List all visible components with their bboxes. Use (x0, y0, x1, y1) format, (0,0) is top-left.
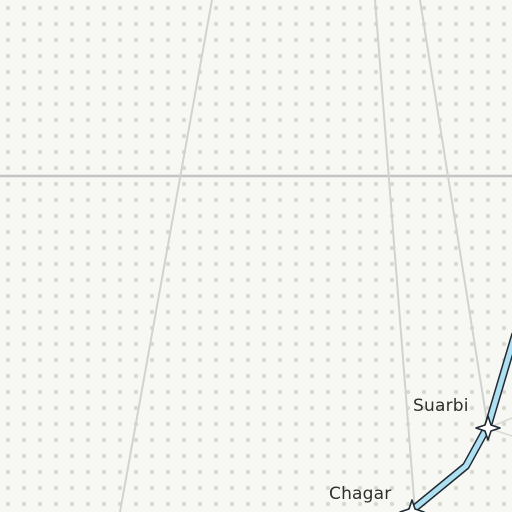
road-diagonal-left (119, 0, 213, 512)
place-label-suarbi[interactable]: Suarbi (413, 396, 469, 416)
star-marker-icon[interactable] (475, 415, 501, 441)
road-diagonal-right (419, 0, 489, 429)
place-label-chagar[interactable]: Chagar (329, 484, 392, 504)
river-water (407, 336, 512, 512)
star-marker-icon[interactable] (399, 499, 425, 512)
road-diagonal-center (374, 0, 416, 512)
